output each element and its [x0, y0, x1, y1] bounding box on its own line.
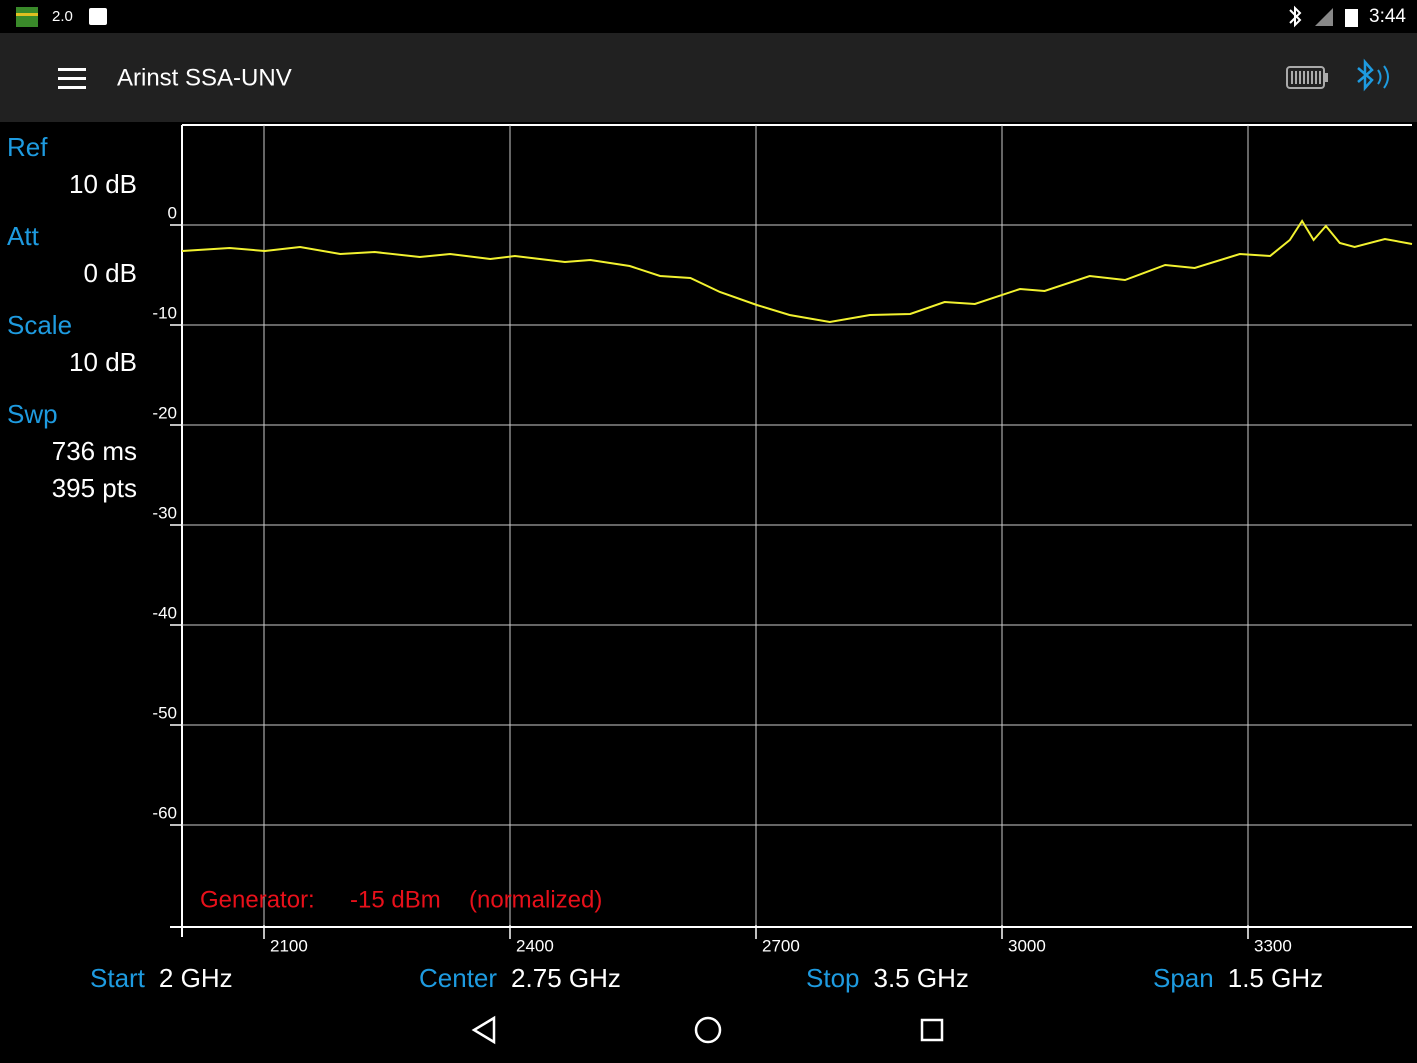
bluetooth-waves	[1377, 65, 1389, 89]
clock: 3:44	[1369, 6, 1406, 27]
footer-label: Span	[1153, 963, 1214, 993]
y-tick-label: -60	[152, 803, 177, 822]
generator-label: Generator:	[200, 886, 315, 913]
setting-label: Swp	[7, 399, 58, 429]
footer-label: Start	[90, 963, 146, 993]
footer-value: 1.5 GHz	[1228, 963, 1323, 993]
image-icon	[89, 8, 107, 25]
x-tick-label: 2100	[270, 936, 308, 955]
x-tick-label: 2700	[762, 936, 800, 955]
battery-status-icon	[1345, 9, 1358, 27]
y-tick-label: -10	[152, 303, 177, 322]
setting-value: 0 dB	[84, 258, 138, 288]
app-icon	[16, 7, 38, 27]
y-tick-label: -30	[152, 503, 177, 522]
trace	[181, 219, 1413, 324]
menu-line	[58, 86, 86, 89]
x-tick-label: 2400	[516, 936, 554, 955]
y-tick-label: -20	[152, 403, 177, 422]
footer-value: 3.5 GHz	[874, 963, 969, 993]
bluetooth-icon	[1357, 58, 1374, 92]
setting-value: 10 dB	[69, 347, 137, 377]
signal-icon	[1315, 8, 1333, 26]
y-tick-label: -40	[152, 603, 177, 622]
recents-button[interactable]	[920, 1018, 944, 1042]
app-bar: Arinst SSA-UNV	[0, 33, 1417, 122]
battery-cells	[1291, 71, 1321, 84]
battery-tip	[1324, 73, 1328, 82]
menu-line	[58, 68, 86, 71]
y-tick-label: -50	[152, 703, 177, 722]
setting-value: 736 ms	[52, 436, 137, 466]
menu-line	[58, 77, 86, 80]
setting-label: Scale	[7, 310, 72, 340]
setting-value: 395 pts	[52, 473, 137, 503]
setting-value: 10 dB	[69, 169, 137, 199]
home-button[interactable]	[694, 1016, 722, 1044]
status-bar: 2.0 3:44	[16, 5, 1406, 28]
nav-bar	[471, 1015, 944, 1045]
battery-button[interactable]	[1286, 66, 1328, 89]
bluetooth-status-icon	[1289, 5, 1302, 28]
generator-note: (normalized)	[469, 886, 602, 913]
x-tick-label: 3300	[1254, 936, 1292, 955]
footer-value: 2 GHz	[159, 963, 233, 993]
setting-label: Ref	[7, 132, 48, 162]
plot: 0 -10 -20 -30 -40 -50 -60 2100 2400 2700 3000 3300 G…	[152, 124, 1413, 955]
app-icon-stripe	[16, 13, 38, 16]
back-button[interactable]	[471, 1015, 496, 1045]
footer-label: Center	[419, 963, 497, 993]
y-tick-label: 0	[168, 203, 177, 222]
setting-label: Att	[7, 221, 40, 251]
x-tick-label: 3000	[1008, 936, 1046, 955]
status-text: 2.0	[52, 8, 73, 25]
generator-level: -15 dBm	[350, 886, 441, 913]
footer-label: Stop	[806, 963, 860, 993]
footer-value: 2.75 GHz	[511, 963, 621, 993]
bluetooth-button[interactable]	[1357, 58, 1389, 92]
menu-button[interactable]	[58, 68, 86, 89]
app-bar-bg	[0, 33, 1417, 122]
app-title: Arinst SSA-UNV	[117, 64, 292, 91]
